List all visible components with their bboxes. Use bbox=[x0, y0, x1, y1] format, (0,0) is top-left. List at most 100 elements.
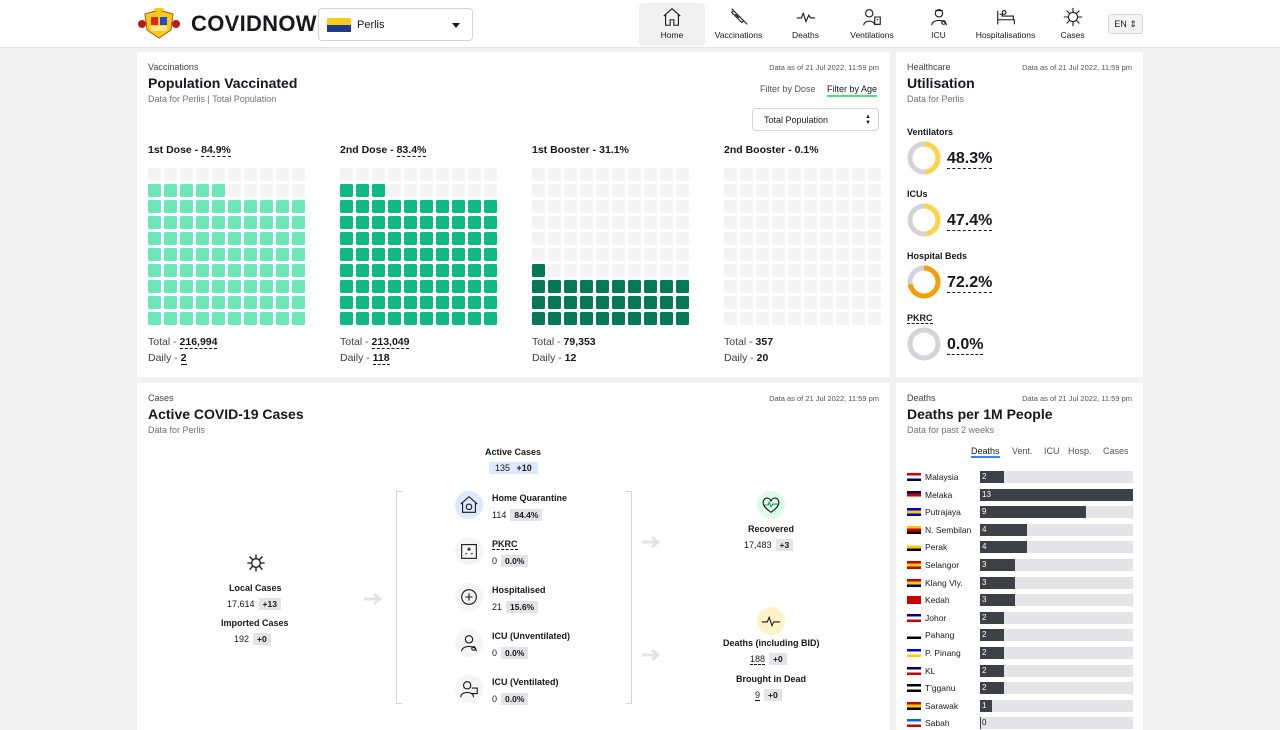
state-bar-row[interactable]: Putrajaya 9 bbox=[907, 505, 1133, 519]
waffle-cell bbox=[740, 232, 753, 245]
population-dropdown[interactable]: Total Population ▲ ▼ bbox=[752, 108, 879, 131]
waffle-cell bbox=[532, 280, 545, 293]
waffle-cell bbox=[580, 264, 593, 277]
tab-vent[interactable]: Vent. bbox=[1012, 446, 1033, 456]
state-bar-row[interactable]: Kedah 3 bbox=[907, 593, 1133, 607]
waffle-cell bbox=[836, 232, 849, 245]
state-selector[interactable]: Perlis bbox=[318, 8, 473, 41]
state-flag-icon bbox=[907, 631, 921, 640]
state-bar-row[interactable]: Perak 4 bbox=[907, 540, 1133, 554]
state-bar-row[interactable]: Klang Vly. 3 bbox=[907, 576, 1133, 590]
waffle-cell bbox=[180, 168, 193, 181]
utilisation-value[interactable]: 0.0% bbox=[947, 336, 984, 355]
waffle-cell bbox=[372, 216, 385, 229]
waffle-cell bbox=[756, 280, 769, 293]
state-bar-row[interactable]: Johor 2 bbox=[907, 611, 1133, 625]
state-bar-row[interactable]: T'gganu 2 bbox=[907, 681, 1133, 695]
cases-card: Cases Active COVID-19 Cases Data for Per… bbox=[137, 383, 890, 730]
waffle-cell bbox=[676, 216, 689, 229]
tab-deaths[interactable]: Deaths bbox=[971, 446, 1000, 458]
utilisation-subtitle: Data for Perlis bbox=[907, 94, 965, 104]
utilisation-card: Healthcare Utilisation Data for Perlis D… bbox=[896, 52, 1143, 377]
waffle-cell bbox=[836, 264, 849, 277]
state-bar-row[interactable]: Malaysia 2 bbox=[907, 470, 1133, 484]
filter-by-dose-tab[interactable]: Filter by Dose bbox=[760, 84, 816, 94]
state-bar-row[interactable]: Sarawak 1 bbox=[907, 699, 1133, 713]
death-bar bbox=[980, 629, 1004, 642]
waffle-cell bbox=[596, 168, 609, 181]
dose-heading: 2nd Dose - 83.4% bbox=[340, 144, 500, 157]
recovered-row: 17,483 +3 bbox=[744, 539, 794, 551]
waffle-cell bbox=[628, 232, 641, 245]
waffle-cell bbox=[772, 312, 785, 325]
case-state-label[interactable]: PKRC bbox=[492, 539, 518, 550]
waffle-cell bbox=[596, 312, 609, 325]
language-selector[interactable]: EN ⇕ bbox=[1108, 14, 1143, 34]
home-icon bbox=[663, 8, 681, 26]
waffle-cell bbox=[788, 296, 801, 309]
state-bar-row[interactable]: Pahang 2 bbox=[907, 628, 1133, 642]
nav-icu[interactable]: ICU bbox=[905, 3, 972, 46]
nav-cases[interactable]: Cases bbox=[1039, 3, 1106, 46]
waffle-cell bbox=[420, 248, 433, 261]
waffle-cell bbox=[372, 296, 385, 309]
waffle-cell bbox=[852, 200, 865, 213]
case-state-value: 0 bbox=[492, 648, 498, 658]
waffle-cell bbox=[196, 296, 209, 309]
deaths-delta: +0 bbox=[769, 653, 787, 665]
state-flag-icon bbox=[907, 561, 921, 569]
case-state-value: 114 bbox=[492, 510, 507, 520]
state-bar-row[interactable]: KL 2 bbox=[907, 664, 1133, 678]
coat-of-arms-logo[interactable] bbox=[137, 8, 181, 40]
dose-percent[interactable]: 0.1% bbox=[794, 144, 819, 156]
death-bar bbox=[980, 699, 992, 712]
utilisation-value[interactable]: 48.3% bbox=[947, 150, 993, 169]
nav-deaths[interactable]: Deaths bbox=[772, 3, 839, 46]
nav-hospitalisations[interactable]: Hospitalisations bbox=[972, 3, 1039, 46]
waffle-cell bbox=[836, 312, 849, 325]
dose-percent[interactable]: 83.4% bbox=[396, 144, 427, 157]
death-bar-value: 4 bbox=[982, 524, 987, 534]
waffle-cell bbox=[612, 216, 625, 229]
utilisation-label[interactable]: PKRC bbox=[907, 313, 933, 324]
case-state-percent: 0.0% bbox=[501, 693, 529, 705]
waffle-cell bbox=[372, 312, 385, 325]
waffle-cell bbox=[852, 312, 865, 325]
waffle-cell bbox=[452, 232, 465, 245]
waffle-cell bbox=[628, 184, 641, 197]
waffle-cell bbox=[164, 168, 177, 181]
waffle-cell bbox=[420, 280, 433, 293]
state-bar-row[interactable]: N. Sembilan 4 bbox=[907, 523, 1133, 537]
waffle-cell bbox=[804, 216, 817, 229]
waffle-cell bbox=[420, 200, 433, 213]
vaccination-card: Vaccinations Population Vaccinated Data … bbox=[137, 52, 890, 377]
death-bar bbox=[980, 682, 1004, 695]
nav-home[interactable]: Home bbox=[639, 3, 705, 46]
main-nav: Home Vaccinations Deaths Ventilations IC… bbox=[639, 3, 1106, 46]
tab-icu[interactable]: ICU bbox=[1044, 446, 1060, 456]
state-bar-row[interactable]: Sabah 0 bbox=[907, 716, 1133, 730]
waffle-cell bbox=[228, 312, 241, 325]
waffle-cell bbox=[292, 216, 305, 229]
dose-percent[interactable]: 84.9% bbox=[201, 144, 231, 157]
waffle-cell bbox=[724, 312, 737, 325]
waffle-cell bbox=[196, 216, 209, 229]
waffle-cell bbox=[452, 296, 465, 309]
tab-hosp[interactable]: Hosp. bbox=[1068, 446, 1092, 456]
dose-percent[interactable]: 31.1% bbox=[599, 144, 629, 156]
waffle-cell bbox=[260, 296, 273, 309]
waffle-cell bbox=[852, 248, 865, 261]
bar-track: 9 bbox=[980, 506, 1133, 519]
nav-ventilations[interactable]: Ventilations bbox=[839, 3, 905, 46]
nav-vaccinations[interactable]: Vaccinations bbox=[705, 3, 772, 46]
top-bar: COVIDNOW Perlis Home Vaccinations Deaths… bbox=[0, 0, 1280, 48]
utilisation-value[interactable]: 72.2% bbox=[947, 274, 993, 293]
state-bar-row[interactable]: P. Pinang 2 bbox=[907, 646, 1133, 660]
filter-by-age-tab[interactable]: Filter by Age bbox=[827, 84, 878, 97]
state-bar-row[interactable]: Selangor 3 bbox=[907, 558, 1133, 572]
state-bar-row[interactable]: Melaka 13 bbox=[907, 488, 1133, 502]
utilisation-value[interactable]: 47.4% bbox=[947, 212, 993, 231]
brand-title[interactable]: COVIDNOW bbox=[191, 11, 317, 36]
tab-cases[interactable]: Cases bbox=[1103, 446, 1129, 456]
deaths-title: Deaths per 1M People bbox=[907, 406, 1053, 422]
